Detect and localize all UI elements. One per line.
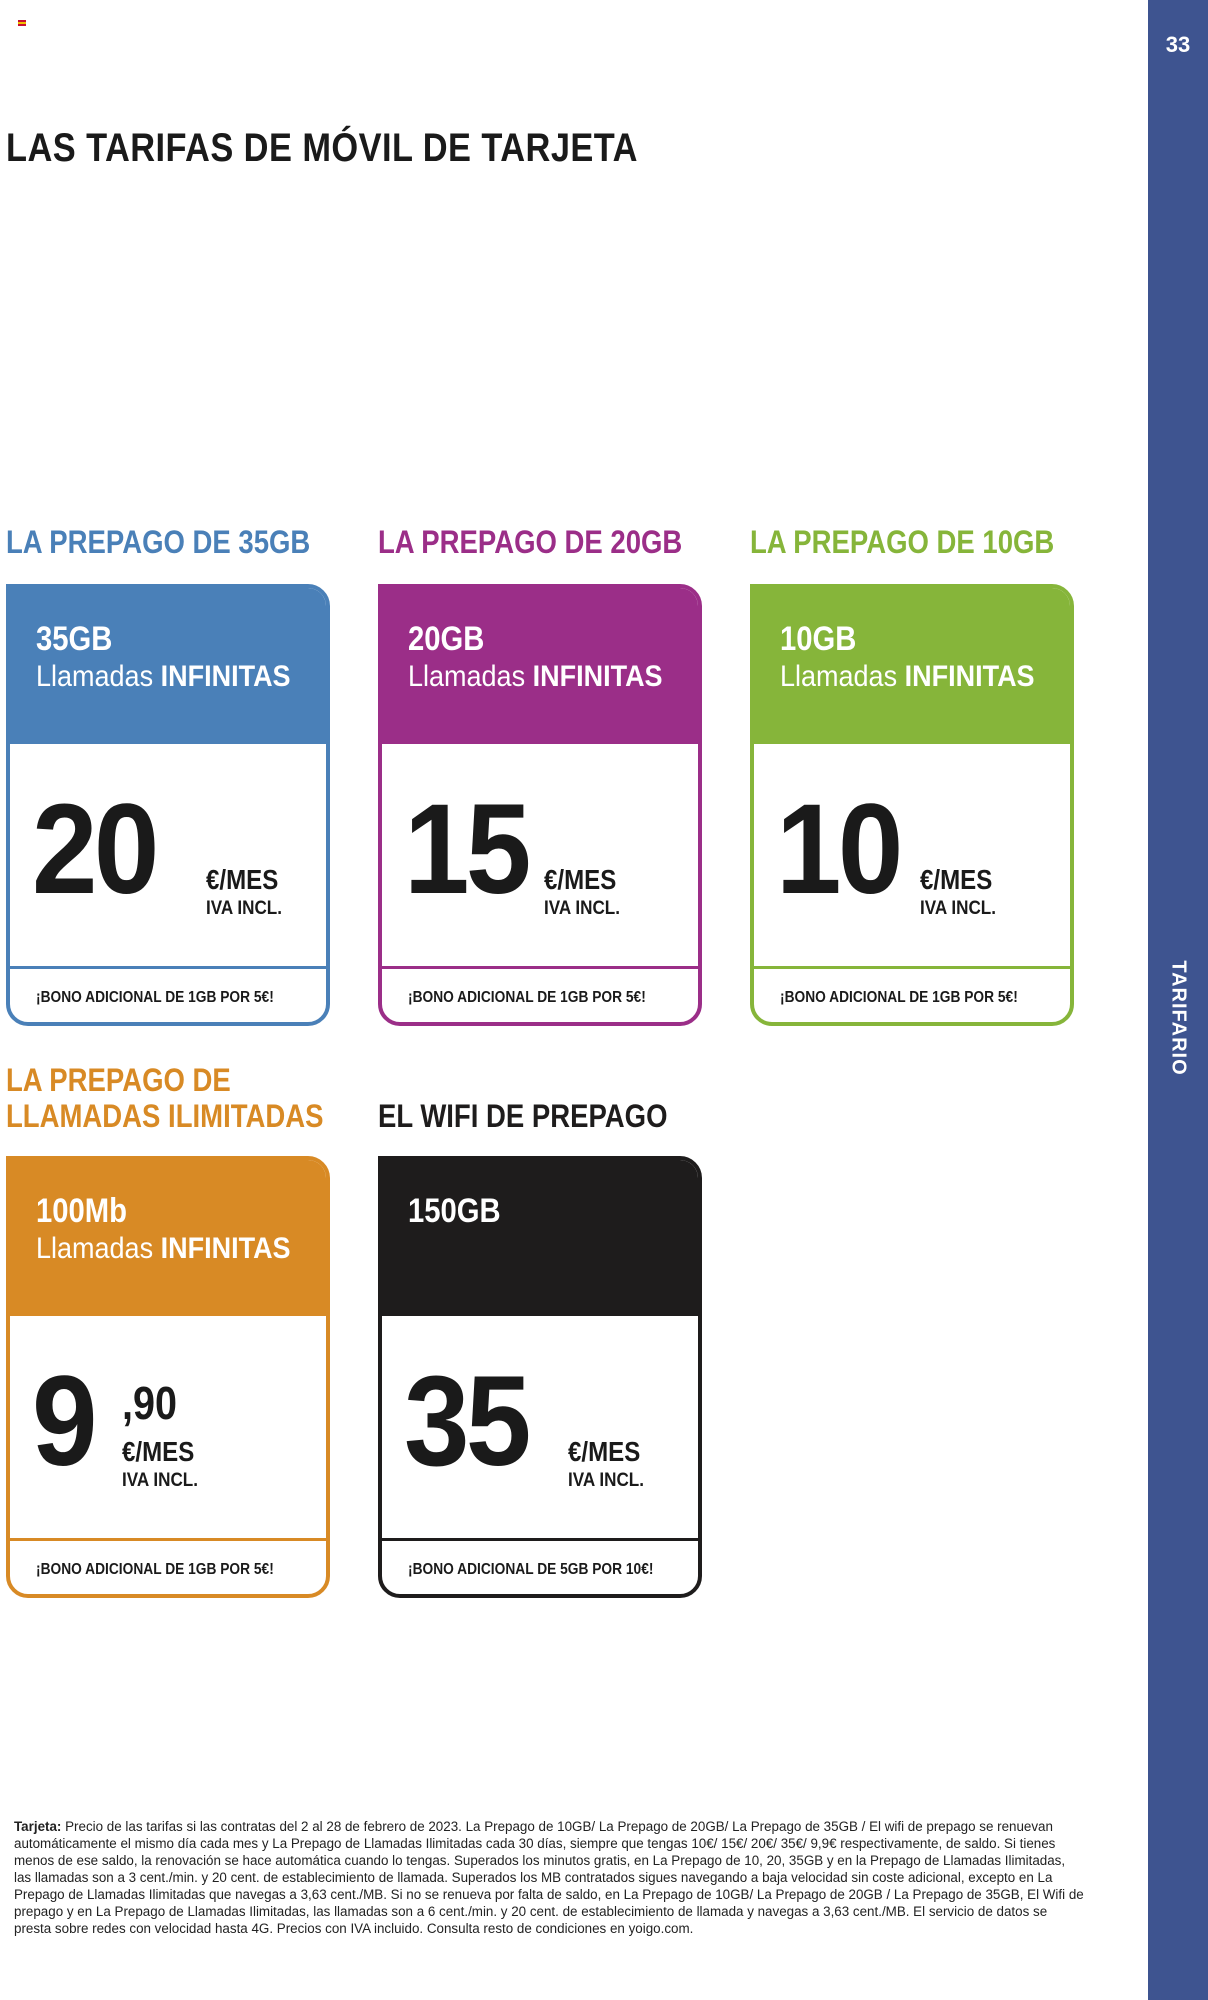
price-amount: 9 — [32, 1350, 98, 1493]
divider — [382, 1538, 698, 1541]
footnote-label: Tarjeta: — [14, 1819, 62, 1834]
page-title: LAS TARIFAS DE MÓVIL DE TARJETA — [6, 126, 638, 170]
plan-heading-35gb: LA PREPAGO DE 35GB — [6, 524, 311, 560]
calls-info: Llamadas INFINITAS — [780, 660, 1035, 693]
data-allowance: 100Mb — [36, 1192, 128, 1230]
price-unit: €/MES — [206, 864, 279, 895]
card-header: 100Mb Llamadas INFINITAS — [10, 1160, 326, 1316]
price-unit: €/MES — [122, 1436, 195, 1467]
bonus-row: ¡BONO ADICIONAL DE 1GB POR 5€! — [754, 969, 1070, 1022]
price-decimal: ,90 — [122, 1377, 177, 1429]
price-unit: €/MES — [920, 864, 993, 895]
divider — [382, 966, 698, 969]
price-block: 10 €/MES IVA INCL. — [754, 744, 1070, 966]
section-sidebar: 33 TARIFARIO — [1148, 0, 1208, 2000]
footnote-text: Precio de las tarifas si las contratas d… — [14, 1819, 1084, 1936]
bonus-text: ¡BONO ADICIONAL DE 1GB POR 5€! — [36, 1561, 274, 1578]
calls-info: Llamadas INFINITAS — [36, 1232, 291, 1265]
price-block: 15 €/MES IVA INCL. — [382, 744, 698, 966]
price-unit: €/MES — [544, 864, 617, 895]
price-vat: IVA INCL. — [920, 898, 997, 919]
price-amount: 10 — [776, 778, 903, 921]
calls-info: Llamadas INFINITAS — [36, 660, 291, 693]
price-vat: IVA INCL. — [568, 1470, 645, 1491]
divider — [754, 966, 1070, 969]
price-amount: 35 — [404, 1350, 531, 1493]
divider — [10, 966, 326, 969]
page-number: 33 — [1165, 32, 1191, 57]
bonus-row: ¡BONO ADICIONAL DE 5GB POR 10€! — [382, 1541, 698, 1594]
price-vat: IVA INCL. — [206, 898, 283, 919]
bonus-row: ¡BONO ADICIONAL DE 1GB POR 5€! — [382, 969, 698, 1022]
bonus-row: ¡BONO ADICIONAL DE 1GB POR 5€! — [10, 969, 326, 1022]
calls-info: Llamadas INFINITAS — [408, 660, 663, 693]
plan-heading-wifi: EL WIFI DE PREPAGO — [378, 1098, 668, 1134]
card-header: 20GB Llamadas INFINITAS — [382, 588, 698, 744]
plan-heading-llamadas-ilimitadas: LA PREPAGO DE LLAMADAS ILIMITADAS — [6, 1062, 324, 1134]
bonus-text: ¡BONO ADICIONAL DE 1GB POR 5€! — [780, 989, 1018, 1006]
data-allowance: 20GB — [408, 620, 485, 658]
price-block: 20 €/MES IVA INCL. — [10, 744, 326, 966]
section-label: TARIFARIO — [1167, 960, 1190, 1076]
flag-icon — [18, 20, 26, 26]
divider — [10, 1538, 326, 1541]
plan-card-llamadas-ilimitadas[interactable]: 100Mb Llamadas INFINITAS 9 ,90 €/MES IVA… — [6, 1156, 330, 1598]
data-allowance: 10GB — [780, 620, 857, 658]
price-amount: 20 — [32, 778, 159, 921]
plan-heading-20gb: LA PREPAGO DE 20GB — [378, 524, 683, 560]
price-block: 9 ,90 €/MES IVA INCL. — [10, 1316, 326, 1538]
card-header: 10GB Llamadas INFINITAS — [754, 588, 1070, 744]
bonus-text: ¡BONO ADICIONAL DE 1GB POR 5€! — [36, 989, 274, 1006]
data-allowance: 35GB — [36, 620, 113, 658]
bonus-row: ¡BONO ADICIONAL DE 1GB POR 5€! — [10, 1541, 326, 1594]
price-vat: IVA INCL. — [544, 898, 621, 919]
card-header: 150GB — [382, 1160, 698, 1316]
plan-card-wifi[interactable]: 150GB 35 €/MES IVA INCL. ¡BONO ADICIONAL… — [378, 1156, 702, 1598]
plan-heading-10gb: LA PREPAGO DE 10GB — [750, 524, 1055, 560]
price-vat: IVA INCL. — [122, 1470, 199, 1491]
plan-card-20gb[interactable]: 20GB Llamadas INFINITAS 15 €/MES IVA INC… — [378, 584, 702, 1026]
plan-card-10gb[interactable]: 10GB Llamadas INFINITAS 10 €/MES IVA INC… — [750, 584, 1074, 1026]
bonus-text: ¡BONO ADICIONAL DE 5GB POR 10€! — [408, 1561, 654, 1578]
legal-footnote: Tarjeta: Precio de las tarifas si las co… — [14, 1818, 1084, 1937]
price-amount: 15 — [404, 778, 531, 921]
price-unit: €/MES — [568, 1436, 641, 1467]
plan-card-35gb[interactable]: 35GB Llamadas INFINITAS 20 €/MES IVA INC… — [6, 584, 330, 1026]
bonus-text: ¡BONO ADICIONAL DE 1GB POR 5€! — [408, 989, 646, 1006]
price-block: 35 €/MES IVA INCL. — [382, 1316, 698, 1538]
data-allowance: 150GB — [408, 1192, 501, 1230]
card-header: 35GB Llamadas INFINITAS — [10, 588, 326, 744]
